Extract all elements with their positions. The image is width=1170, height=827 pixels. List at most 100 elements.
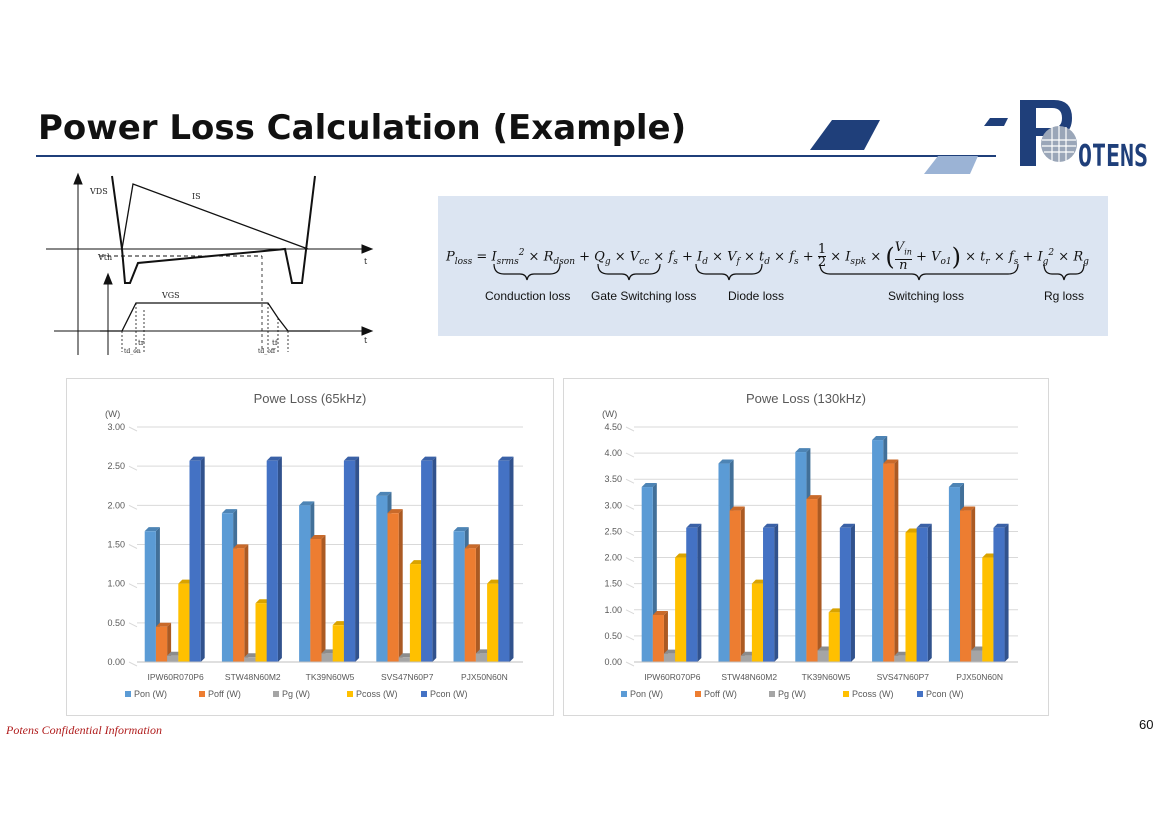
gridline-depth bbox=[625, 530, 635, 536]
tr-label: tr bbox=[138, 339, 145, 347]
bar-top bbox=[233, 544, 249, 549]
power-loss-formula-box: Ploss = Isrms2 × Rdson + Qg × Vcc × fs +… bbox=[438, 196, 1108, 336]
legend-swatch bbox=[273, 691, 279, 697]
bar-pcon bbox=[421, 460, 433, 662]
bar-pcon bbox=[266, 460, 278, 662]
bar-top bbox=[686, 523, 702, 528]
bar-pon bbox=[795, 452, 807, 662]
gridline-depth bbox=[128, 504, 138, 510]
bar-pcon bbox=[763, 527, 775, 662]
bar-pon bbox=[299, 505, 311, 662]
logo-stripe-dark bbox=[810, 120, 880, 150]
bar-poff bbox=[155, 626, 168, 662]
bar-top bbox=[310, 535, 326, 540]
bar-pcon bbox=[993, 527, 1005, 662]
y-tick-label: 1.50 bbox=[604, 579, 622, 589]
t-label-top: t bbox=[364, 257, 368, 266]
logo-text: OTENS bbox=[1078, 139, 1148, 174]
gridline-depth bbox=[625, 583, 635, 589]
logo-stripe-small bbox=[984, 118, 1008, 126]
gridline-depth bbox=[625, 557, 635, 563]
legend-swatch bbox=[421, 691, 427, 697]
legend-label: Pcon (W) bbox=[430, 689, 468, 699]
bar-side bbox=[971, 506, 976, 662]
y-tick-label: 3.50 bbox=[604, 474, 622, 484]
bar-side bbox=[894, 459, 899, 662]
bar-pon bbox=[872, 440, 884, 662]
y-tick-label: 1.50 bbox=[107, 540, 125, 550]
bar-top bbox=[960, 506, 976, 511]
bar-side bbox=[697, 523, 702, 662]
bar-pcoss bbox=[255, 603, 267, 662]
bar-top bbox=[641, 483, 657, 488]
gridline-depth bbox=[625, 635, 635, 641]
bar-pcoss bbox=[178, 583, 190, 662]
bar-top bbox=[343, 456, 360, 461]
bar-top bbox=[155, 622, 172, 627]
vds-label: VDS bbox=[89, 187, 108, 196]
page-number: 60 bbox=[1139, 717, 1154, 732]
bar-top bbox=[872, 436, 888, 441]
bar-pon bbox=[641, 487, 653, 662]
bar-pon bbox=[221, 513, 234, 662]
bar-top bbox=[718, 459, 734, 464]
bar-poff bbox=[806, 499, 818, 662]
bar-side bbox=[321, 535, 326, 662]
y-tick-label: 1.00 bbox=[604, 605, 622, 615]
chart-130khz: Powe Loss (130kHz) (W) 0.00 0.50 1.00 1.50 2.0… bbox=[602, 391, 1018, 699]
gridline-depth bbox=[128, 622, 138, 628]
gridline-depth bbox=[128, 661, 138, 667]
bar-side bbox=[740, 506, 745, 662]
y-axis-unit-label: (W) bbox=[105, 409, 120, 420]
legend-label: Poff (W) bbox=[208, 689, 241, 699]
chart-title: Powe Loss (130kHz) bbox=[746, 391, 866, 406]
x-category-label: STW48N60M2 bbox=[721, 672, 777, 682]
formula-braces bbox=[493, 263, 1085, 281]
bar-pon bbox=[376, 495, 388, 662]
brace-diode bbox=[695, 263, 763, 281]
x-category-label: IPW60R070P6 bbox=[147, 672, 203, 682]
bar-poff bbox=[729, 510, 741, 662]
gridline-depth bbox=[625, 661, 635, 667]
bar-poff bbox=[652, 615, 664, 662]
bar-top bbox=[221, 509, 238, 514]
x-category-label: SVS47N60P7 bbox=[877, 672, 930, 682]
legend-swatch bbox=[695, 691, 701, 697]
td-on-label: td_on bbox=[124, 348, 141, 355]
bar-top bbox=[795, 448, 811, 453]
label-gate-switching-loss: Gate Switching loss bbox=[591, 289, 697, 303]
bar-side bbox=[927, 523, 932, 662]
bar-pg bbox=[663, 653, 676, 662]
bar-poff bbox=[960, 510, 972, 662]
legend-label: Pcoss (W) bbox=[356, 689, 398, 699]
legend-label: Pon (W) bbox=[134, 689, 167, 699]
bar-top bbox=[387, 509, 403, 514]
bar-top bbox=[652, 611, 668, 615]
t-label-bottom: t bbox=[364, 336, 368, 345]
legend-label: Pg (W) bbox=[778, 689, 806, 699]
bar-side bbox=[509, 456, 514, 662]
y-tick-label: 2.00 bbox=[604, 553, 622, 563]
bar-pon bbox=[144, 531, 156, 662]
bar-side bbox=[277, 456, 282, 662]
legend-swatch bbox=[621, 691, 627, 697]
vth-label: Vth bbox=[97, 253, 112, 262]
bar-pon bbox=[718, 463, 730, 662]
brace-rg bbox=[1043, 263, 1085, 281]
bar-side bbox=[1004, 523, 1009, 662]
vds-waveform bbox=[111, 175, 316, 284]
bar-pcon bbox=[498, 460, 510, 662]
bar-side bbox=[398, 509, 403, 662]
legend-swatch bbox=[769, 691, 775, 697]
bar-top bbox=[763, 523, 779, 528]
gridline-depth bbox=[128, 544, 138, 549]
bar-top bbox=[189, 456, 205, 461]
x-category-label: TK39N60W5 bbox=[802, 672, 851, 682]
legend-swatch bbox=[125, 691, 131, 697]
bar-top bbox=[883, 459, 899, 464]
is-label: IS bbox=[192, 192, 201, 201]
bar-pg bbox=[894, 655, 906, 662]
bar-pcoss bbox=[828, 612, 840, 662]
power-loss-formula: Ploss = Isrms2 × Rdson + Qg × Vcc × fs +… bbox=[446, 240, 1089, 273]
y-tick-label: 2.50 bbox=[604, 526, 622, 536]
